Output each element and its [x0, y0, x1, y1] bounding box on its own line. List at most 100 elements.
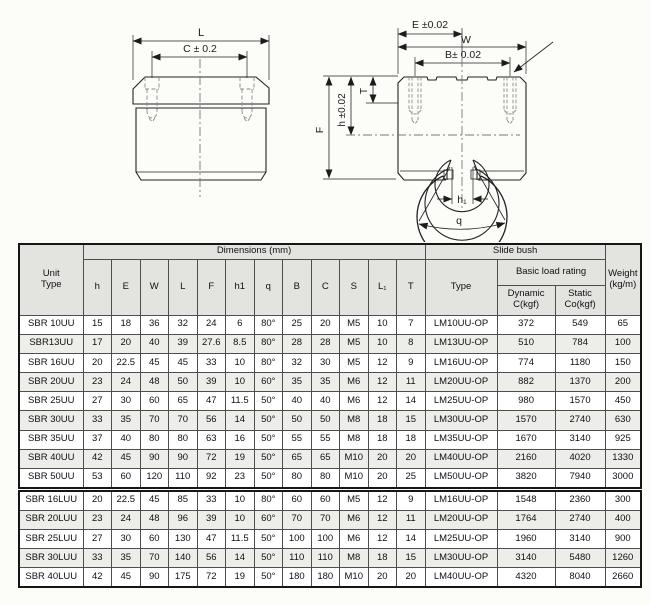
value-cell: M5 — [339, 490, 369, 511]
value-cell: 20 — [111, 333, 141, 354]
unit-type-cell: SBR 20UU — [18, 372, 84, 393]
value-cell: 20 — [82, 490, 112, 511]
header-col-h1: h1 — [225, 258, 255, 316]
value-cell: 1260 — [604, 548, 642, 569]
unit-type-cell: SBR 25UU — [18, 391, 84, 412]
value-cell: 2740 — [554, 509, 606, 530]
header-dynamic: Dynamic C(kgf) — [496, 284, 556, 316]
value-cell: 33 — [82, 410, 112, 431]
value-cell: M8 — [339, 410, 369, 431]
value-cell: 28 — [282, 333, 312, 354]
value-cell: 19 — [225, 567, 255, 588]
value-cell: 2160 — [496, 448, 556, 470]
value-cell: 60° — [253, 372, 283, 393]
value-cell: 20 — [367, 567, 397, 588]
value-cell: 35 — [282, 372, 312, 393]
value-cell: 110 — [282, 548, 312, 569]
value-cell: 8 — [396, 333, 426, 354]
table-row: SBR 50UU 53 60 120 110 92 23 50° 80 80 M10 20 25 LM50… — [18, 467, 642, 489]
value-cell: 50° — [253, 410, 283, 431]
value-cell: 17 — [82, 333, 112, 354]
value-cell: 3140 — [496, 548, 556, 569]
header-weight: Weight (kg/m) — [604, 243, 642, 316]
value-cell: 37 — [82, 429, 112, 450]
value-cell: 4020 — [554, 448, 606, 470]
value-cell: 70 — [139, 548, 169, 569]
value-cell: 33 — [82, 548, 112, 569]
value-cell: 784 — [554, 333, 606, 354]
value-cell: 20 — [396, 448, 426, 470]
value-cell: 90 — [168, 448, 198, 470]
value-cell: 110 — [310, 548, 340, 569]
value-cell: 14 — [396, 528, 426, 550]
unit-type-cell: SBR 40UU — [18, 448, 84, 470]
value-cell: 96 — [168, 509, 198, 530]
table-row: SBR 40UU 42 45 90 90 72 19 50° 65 65 M10 20 20 LM40UU… — [18, 448, 642, 470]
unit-type-cell: SBR13UU — [18, 333, 84, 354]
value-cell: LM16UU-OP — [424, 352, 498, 374]
value-cell: 60 — [139, 391, 169, 412]
value-cell: 11.5 — [225, 391, 255, 412]
table-row: SBR 25UU 27 30 60 65 47 11.5 50° 40 40 M6 12 14 LM25U… — [18, 391, 642, 412]
value-cell: 90 — [139, 448, 169, 470]
value-cell: LM25UU-OP — [424, 528, 498, 550]
value-cell: LM50UU-OP — [424, 467, 498, 489]
value-cell: 100 — [282, 528, 312, 550]
value-cell: LM40UU-OP — [424, 448, 498, 470]
value-cell: 1370 — [554, 372, 606, 393]
value-cell: 45 — [139, 490, 169, 511]
table-row: SBR 30LUU 33 35 70 140 56 14 50° 110 110 M8 18 15 LM3… — [18, 548, 642, 569]
value-cell: 24 — [196, 314, 226, 335]
value-cell: 15 — [82, 314, 112, 335]
value-cell: 39 — [168, 333, 198, 354]
technical-drawings: L C ± 0.2 — [0, 0, 650, 263]
value-cell: 36 — [139, 314, 169, 335]
value-cell: LM40UU-OP — [424, 567, 498, 588]
unit-type-cell: SBR 50UU — [18, 467, 84, 489]
value-cell: 11 — [396, 372, 426, 393]
front-view — [323, 28, 554, 263]
value-cell: 3140 — [554, 429, 606, 450]
header-col-S: S — [339, 258, 369, 316]
value-cell: LM10UU-OP — [424, 314, 498, 335]
value-cell: 50° — [253, 567, 283, 588]
header-unit-type: Unit Type — [18, 243, 84, 316]
value-cell: LM25UU-OP — [424, 391, 498, 412]
value-cell: 27.6 — [196, 333, 226, 354]
header-col-h: h — [82, 258, 112, 316]
value-cell: 70 — [139, 410, 169, 431]
value-cell: 20 — [310, 314, 340, 335]
spec-table-standard: Unit Type Dimensions (mm) Slide bush Wei… — [18, 243, 643, 489]
value-cell: 12 — [367, 372, 397, 393]
value-cell: LM30UU-OP — [424, 410, 498, 431]
dim-label-q: q — [456, 215, 462, 227]
value-cell: 80 — [310, 467, 340, 489]
value-cell: 11 — [396, 509, 426, 530]
value-cell: 100 — [604, 333, 642, 354]
value-cell: 200 — [604, 372, 642, 393]
value-cell: 56 — [196, 410, 226, 431]
value-cell: M10 — [339, 448, 369, 470]
value-cell: 35 — [310, 372, 340, 393]
value-cell: M6 — [339, 391, 369, 412]
table-row: SBR 20UU 23 24 48 50 39 10 60° 35 35 M6 12 11 LM20UU-… — [18, 372, 642, 393]
value-cell: 40 — [111, 429, 141, 450]
unit-type-cell: SBR 16LUU — [18, 490, 84, 511]
value-cell: 50° — [253, 528, 283, 550]
value-cell: LM35UU-OP — [424, 429, 498, 450]
value-cell: 55 — [282, 429, 312, 450]
value-cell: 20 — [367, 467, 397, 489]
value-cell: 65 — [310, 448, 340, 470]
value-cell: 25 — [282, 314, 312, 335]
value-cell: 50° — [253, 548, 283, 569]
value-cell: 10 — [225, 352, 255, 374]
header-col-T: T — [396, 258, 426, 316]
value-cell: 774 — [496, 352, 556, 374]
value-cell: 180 — [282, 567, 312, 588]
value-cell: 39 — [196, 509, 226, 530]
value-cell: 50° — [253, 429, 283, 450]
value-cell: 65 — [282, 448, 312, 470]
dim-label-T: T — [359, 88, 370, 94]
bearing-block-drawing: L C ± 0.2 — [132, 19, 554, 263]
unit-type-cell: SBR 20LUU — [18, 509, 84, 530]
